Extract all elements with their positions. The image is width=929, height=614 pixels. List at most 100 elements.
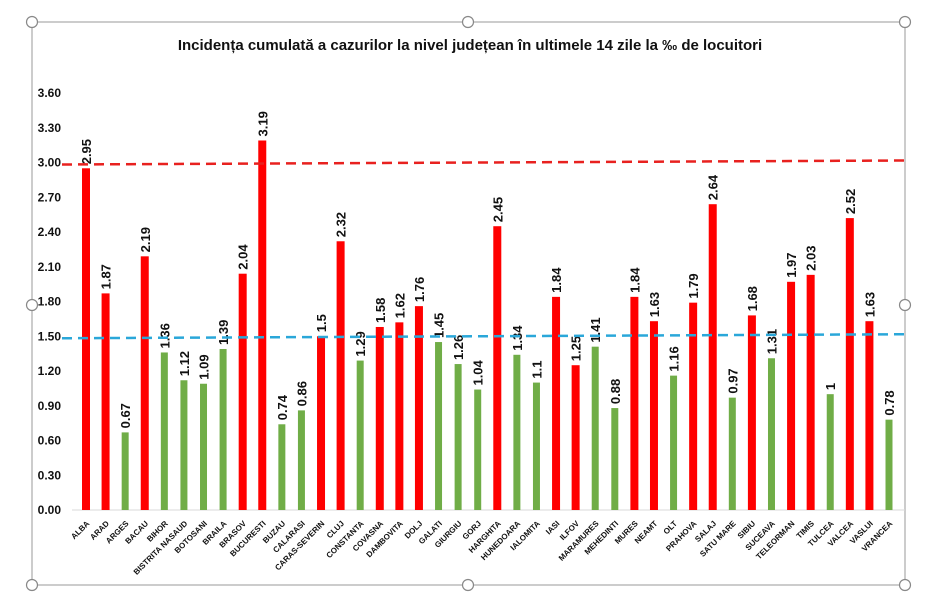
bar-bucuresti [258, 140, 267, 510]
data-label: 1.34 [510, 325, 525, 351]
bar-arad [101, 293, 110, 510]
data-label: 2.64 [706, 174, 721, 200]
data-label: 0.86 [294, 381, 309, 406]
bar-braila [219, 348, 227, 510]
bar-sibiu [747, 315, 756, 510]
data-label: 1.76 [412, 277, 427, 302]
y-tick-label: 0.00 [38, 503, 62, 517]
bar-suceava [767, 358, 775, 510]
bar-vaslui [865, 321, 874, 510]
data-label: 1.25 [569, 336, 584, 361]
bar-salaj [708, 204, 717, 510]
bar-galati [435, 342, 443, 510]
bar-botosani [200, 383, 208, 510]
resize-handle[interactable] [898, 298, 912, 312]
data-label: 1.12 [177, 351, 192, 376]
bar-constanta [356, 360, 364, 510]
y-tick-label: 1.20 [38, 364, 62, 378]
resize-handles[interactable] [25, 15, 912, 592]
data-label: 1.63 [862, 292, 877, 317]
data-label: 0.74 [275, 394, 290, 420]
resize-handle[interactable] [898, 578, 912, 592]
data-label: 1.84 [549, 267, 564, 293]
y-tick-label: 2.70 [38, 190, 62, 204]
bar-dambovita [395, 322, 404, 510]
data-label: 1.31 [764, 329, 779, 354]
data-label: 0.78 [882, 390, 897, 415]
bar-buzau [278, 424, 286, 510]
data-label: 1.63 [647, 292, 662, 317]
y-tick-label: 3.60 [38, 86, 62, 100]
resize-handle[interactable] [25, 298, 39, 312]
y-tick-label: 3.00 [38, 156, 62, 170]
data-label: 2.52 [843, 189, 858, 214]
data-label: 0.67 [118, 403, 133, 428]
bar-arges [121, 432, 129, 510]
data-label: 0.97 [725, 368, 740, 393]
bar-caras-severin [317, 336, 326, 510]
y-tick-label: 0.30 [38, 468, 62, 482]
resize-handle[interactable] [25, 578, 39, 592]
data-label: 2.95 [79, 139, 94, 164]
bar-valcea [845, 218, 854, 510]
reference-lines [61, 159, 906, 340]
bar-dolj [414, 306, 423, 510]
data-label: 1.29 [353, 331, 368, 356]
bar-mehedinti [611, 408, 619, 510]
data-label: 1.26 [451, 335, 466, 360]
bar-bihor [160, 352, 168, 510]
resize-handle[interactable] [25, 15, 39, 29]
reference-line-1.5 [61, 333, 906, 340]
y-tick-label: 2.10 [38, 260, 62, 274]
data-label: 2.04 [236, 244, 251, 270]
bar-bacau [140, 256, 149, 510]
data-label: 1 [823, 383, 838, 390]
resize-handle[interactable] [898, 15, 912, 29]
bar-iasi [552, 296, 561, 510]
y-tick-label: 2.40 [38, 225, 62, 239]
data-label: 1.36 [157, 323, 172, 348]
bar-brasov [238, 273, 247, 510]
data-label: 1.04 [471, 359, 486, 385]
data-label: 1.09 [197, 354, 212, 379]
bar-maramures [591, 346, 599, 510]
data-label: 1.97 [784, 252, 799, 277]
y-tick-label: 0.90 [38, 399, 62, 413]
bar-gorj [474, 389, 482, 510]
bar-tulcea [826, 394, 834, 510]
bar-covasna [375, 326, 384, 510]
data-label: 1.1 [529, 361, 544, 379]
bar-giurgiu [454, 364, 462, 510]
y-tick-label: 1.80 [38, 295, 62, 309]
data-label: 1.62 [392, 293, 407, 318]
y-tick-label: 0.60 [38, 434, 62, 448]
bar-teleorman [787, 281, 796, 510]
data-label: 1.84 [627, 267, 642, 293]
data-label: 1.41 [588, 317, 603, 342]
bar-harghita [493, 226, 502, 511]
resize-handle[interactable] [461, 578, 475, 592]
bar-vrancea [885, 419, 893, 510]
bar-cluj [336, 241, 345, 510]
data-label: 1.79 [686, 273, 701, 298]
bar-neamt [649, 321, 658, 510]
data-label: 2.03 [804, 246, 819, 271]
data-label: 1.39 [216, 320, 231, 345]
bar-ilfov [571, 365, 580, 510]
bar-olt [670, 375, 678, 510]
data-label: 1.5 [314, 314, 329, 332]
data-label: 1.87 [99, 264, 114, 289]
bar-calarasi [297, 410, 305, 510]
bar-satu-mare [728, 397, 736, 510]
resize-handle[interactable] [461, 15, 475, 29]
data-label: 2.45 [490, 197, 505, 222]
data-label: 0.88 [608, 379, 623, 404]
bar-ialomita [532, 382, 540, 510]
data-label: 3.19 [255, 111, 270, 136]
data-label: 2.19 [138, 227, 153, 252]
data-label: 1.58 [373, 298, 388, 323]
reference-line-3 [61, 159, 906, 166]
chart-frame[interactable] [31, 21, 906, 586]
y-axis: 0.00 0.30 0.60 0.90 1.20 1.50 1.80 2.10 2.40 2.70… [38, 86, 62, 517]
